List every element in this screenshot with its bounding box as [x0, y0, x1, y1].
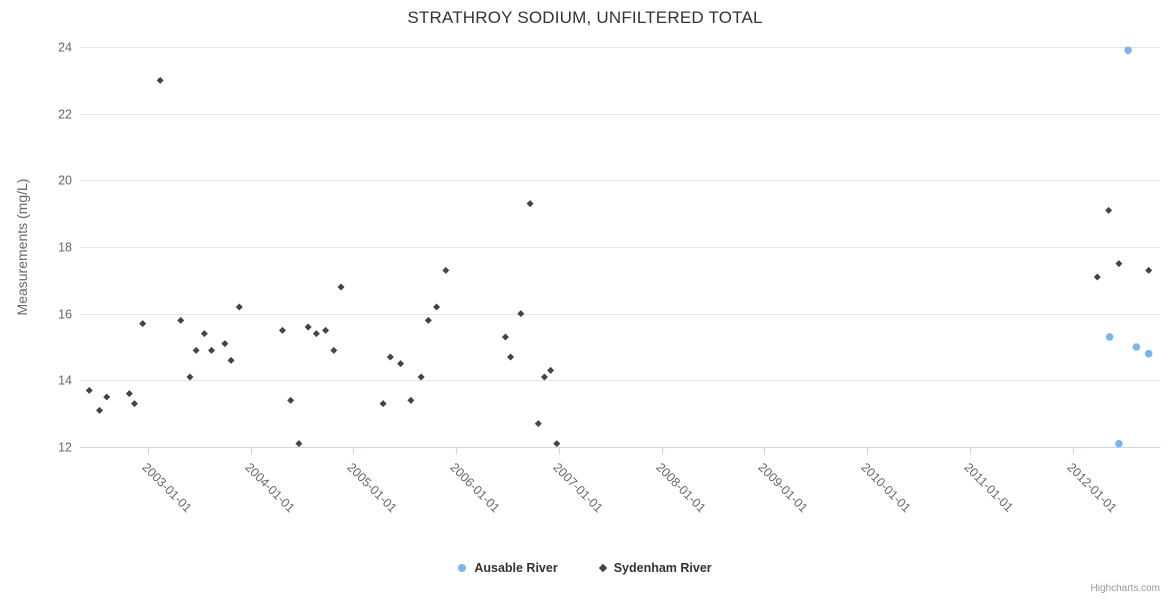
data-point-sydenham-river[interactable] [322, 326, 330, 334]
data-point-sydenham-river[interactable] [534, 420, 542, 428]
data-point-sydenham-river[interactable] [1145, 266, 1153, 274]
data-point-ausable-river[interactable] [1105, 333, 1114, 341]
data-point-sydenham-river[interactable] [442, 266, 450, 274]
data-point-sydenham-river[interactable] [1093, 273, 1101, 281]
data-point-sydenham-river[interactable] [221, 340, 229, 348]
data-point-sydenham-river[interactable] [85, 386, 93, 394]
data-point-sydenham-river[interactable] [553, 440, 561, 448]
highcharts-credits-link[interactable]: Highcharts.com [1090, 583, 1160, 594]
x-axis-label: 2011-01-01 [961, 460, 1015, 514]
data-point-sydenham-river[interactable] [287, 396, 295, 404]
legend-label: Ausable River [474, 561, 558, 575]
y-axis-label: 16 [58, 308, 72, 322]
data-point-sydenham-river[interactable] [177, 316, 185, 324]
data-point-sydenham-river[interactable] [501, 333, 509, 341]
data-point-sydenham-river[interactable] [540, 373, 548, 381]
data-point-sydenham-river[interactable] [208, 346, 216, 354]
data-point-ausable-river[interactable] [1124, 46, 1132, 55]
x-axis-label: 2008-01-01 [653, 460, 708, 515]
legend: Ausable River Sydenham River [0, 561, 1170, 575]
chart-title: STRATHROY SODIUM, UNFILTERED TOTAL [407, 8, 763, 27]
data-point-sydenham-river[interactable] [304, 323, 312, 331]
data-point-sydenham-river[interactable] [139, 320, 147, 328]
data-point-sydenham-river[interactable] [312, 330, 320, 338]
plot-area: 12 14 16 18 20 22 24 2003-01-01 2004-01-01 2005-0… [58, 41, 1160, 515]
y-axis-label: 12 [58, 441, 72, 455]
data-point-sydenham-river[interactable] [103, 393, 111, 401]
data-point-sydenham-river[interactable] [278, 326, 286, 334]
data-point-ausable-river[interactable] [1115, 439, 1123, 448]
legend-item-ausable-river[interactable]: Ausable River [458, 561, 558, 575]
data-point-sydenham-river[interactable] [386, 353, 394, 361]
x-axis-label: 2004-01-01 [242, 460, 297, 515]
data-point-sydenham-river[interactable] [337, 283, 345, 291]
data-point-sydenham-river[interactable] [547, 366, 555, 374]
legend-item-sydenham-river[interactable]: Sydenham River [598, 561, 712, 575]
diamond-marker-icon [598, 563, 607, 573]
y-axis-label: 22 [58, 108, 72, 122]
data-point-sydenham-river[interactable] [433, 303, 441, 311]
data-point-sydenham-river[interactable] [379, 400, 387, 408]
y-axis-label: 18 [58, 241, 72, 255]
y-axis-label: 20 [58, 174, 72, 188]
data-point-sydenham-river[interactable] [407, 396, 415, 404]
series-sydenham-river [85, 76, 1153, 448]
data-point-sydenham-river[interactable] [192, 346, 200, 354]
data-point-ausable-river[interactable] [1132, 343, 1141, 351]
data-point-sydenham-river[interactable] [200, 330, 208, 338]
data-point-sydenham-river[interactable] [1105, 206, 1113, 214]
x-axis-label: 2005-01-01 [344, 460, 399, 515]
data-point-sydenham-river[interactable] [186, 373, 194, 381]
data-point-sydenham-river[interactable] [227, 356, 235, 364]
circle-marker-icon [458, 564, 467, 572]
data-point-sydenham-river[interactable] [1115, 260, 1123, 268]
data-point-sydenham-river[interactable] [517, 310, 525, 318]
data-point-sydenham-river[interactable] [526, 200, 534, 208]
series-ausable-river [1105, 46, 1153, 448]
data-point-sydenham-river[interactable] [125, 390, 133, 398]
y-axis-label: 14 [58, 374, 72, 388]
data-point-sydenham-river[interactable] [424, 316, 432, 324]
x-axis-label: 2009-01-01 [755, 460, 810, 515]
x-axis-label: 2012-01-01 [1064, 460, 1119, 515]
data-point-sydenham-river[interactable] [96, 406, 104, 414]
data-point-sydenham-river[interactable] [417, 373, 425, 381]
data-point-sydenham-river[interactable] [235, 303, 243, 311]
data-point-sydenham-river[interactable] [295, 440, 303, 448]
x-axis-label: 2003-01-01 [139, 460, 194, 515]
legend-label: Sydenham River [613, 561, 712, 575]
data-point-sydenham-river[interactable] [156, 76, 164, 84]
x-axis-label: 2007-01-01 [550, 460, 605, 515]
data-point-sydenham-river[interactable] [330, 346, 338, 354]
y-axis-label: 24 [58, 41, 72, 55]
data-point-sydenham-river[interactable] [397, 360, 405, 368]
x-axis-label: 2010-01-01 [858, 460, 913, 515]
data-point-ausable-river[interactable] [1144, 349, 1153, 358]
data-point-sydenham-river[interactable] [507, 353, 515, 361]
data-point-sydenham-river[interactable] [130, 400, 138, 408]
x-axis-label: 2006-01-01 [447, 460, 502, 515]
